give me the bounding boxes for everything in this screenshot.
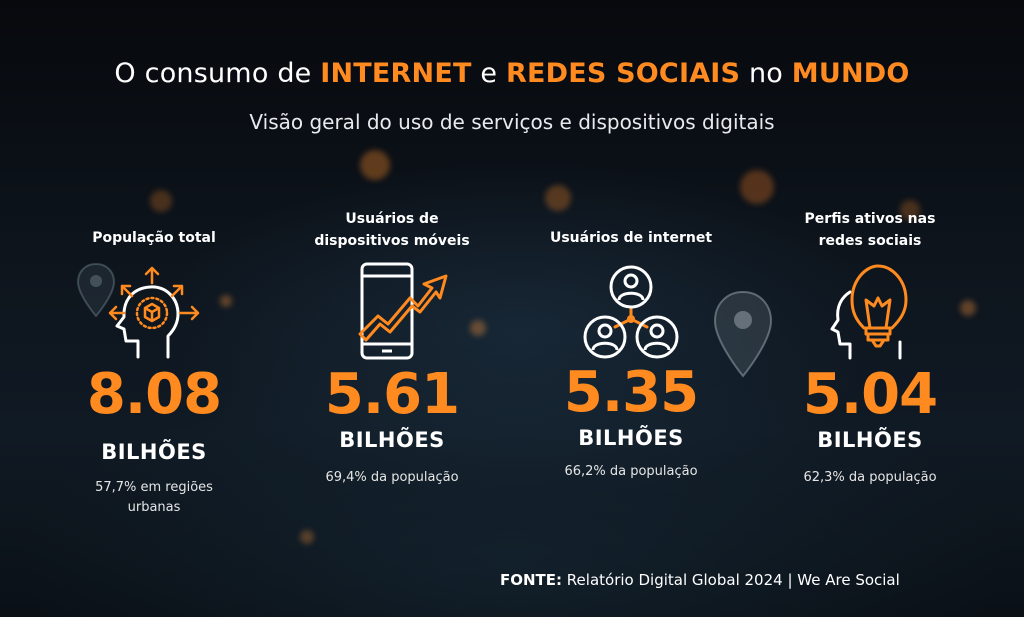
bokeh-light — [360, 150, 390, 180]
source-credit: FONTE: Relatório Digital Global 2024 | W… — [500, 571, 900, 589]
stat-label-internet: Usuários de internet — [549, 230, 713, 246]
users-network-icon — [583, 265, 679, 359]
stat-label-mobile: Usuários de dispositivos móveis — [314, 211, 470, 249]
stat-note-social: 62,3% da população — [803, 470, 937, 485]
bokeh-light — [220, 295, 232, 307]
stat-unit-social: BILHÕES — [817, 428, 923, 452]
stat-note-population: 57,7% em regiões urbanas — [95, 480, 213, 515]
bokeh-light — [470, 320, 486, 336]
head-box-arrows-icon — [108, 266, 200, 359]
stat-note-mobile: 69,4% da população — [325, 470, 459, 485]
stat-value-mobile: 5.61 — [324, 362, 460, 427]
map-pin-icon — [76, 262, 116, 318]
stat-unit-population: BILHÕES — [101, 440, 207, 464]
page-title: O consumo de INTERNET e REDES SOCIAIS no… — [114, 58, 910, 89]
bokeh-light — [300, 530, 314, 544]
stat-unit-mobile: BILHÕES — [339, 428, 445, 452]
bokeh-light — [740, 170, 774, 204]
bokeh-light — [960, 300, 976, 316]
stat-label-population: População total — [92, 230, 216, 246]
bokeh-light — [900, 200, 920, 220]
smartphone-growth-icon — [358, 262, 448, 360]
bokeh-light — [545, 185, 571, 211]
stat-value-social: 5.04 — [802, 362, 938, 427]
stat-unit-internet: BILHÕES — [578, 426, 684, 450]
bokeh-light — [150, 190, 172, 212]
head-lightbulb-icon — [830, 264, 908, 360]
stat-value-population: 8.08 — [86, 362, 222, 427]
page-subtitle: Visão geral do uso de serviços e disposi… — [249, 110, 775, 134]
stat-note-internet: 66,2% da população — [564, 464, 698, 479]
stat-value-internet: 5.35 — [563, 360, 699, 425]
stat-label-social: Perfis ativos nas redes sociais — [804, 211, 936, 249]
map-pin-icon — [713, 290, 773, 378]
